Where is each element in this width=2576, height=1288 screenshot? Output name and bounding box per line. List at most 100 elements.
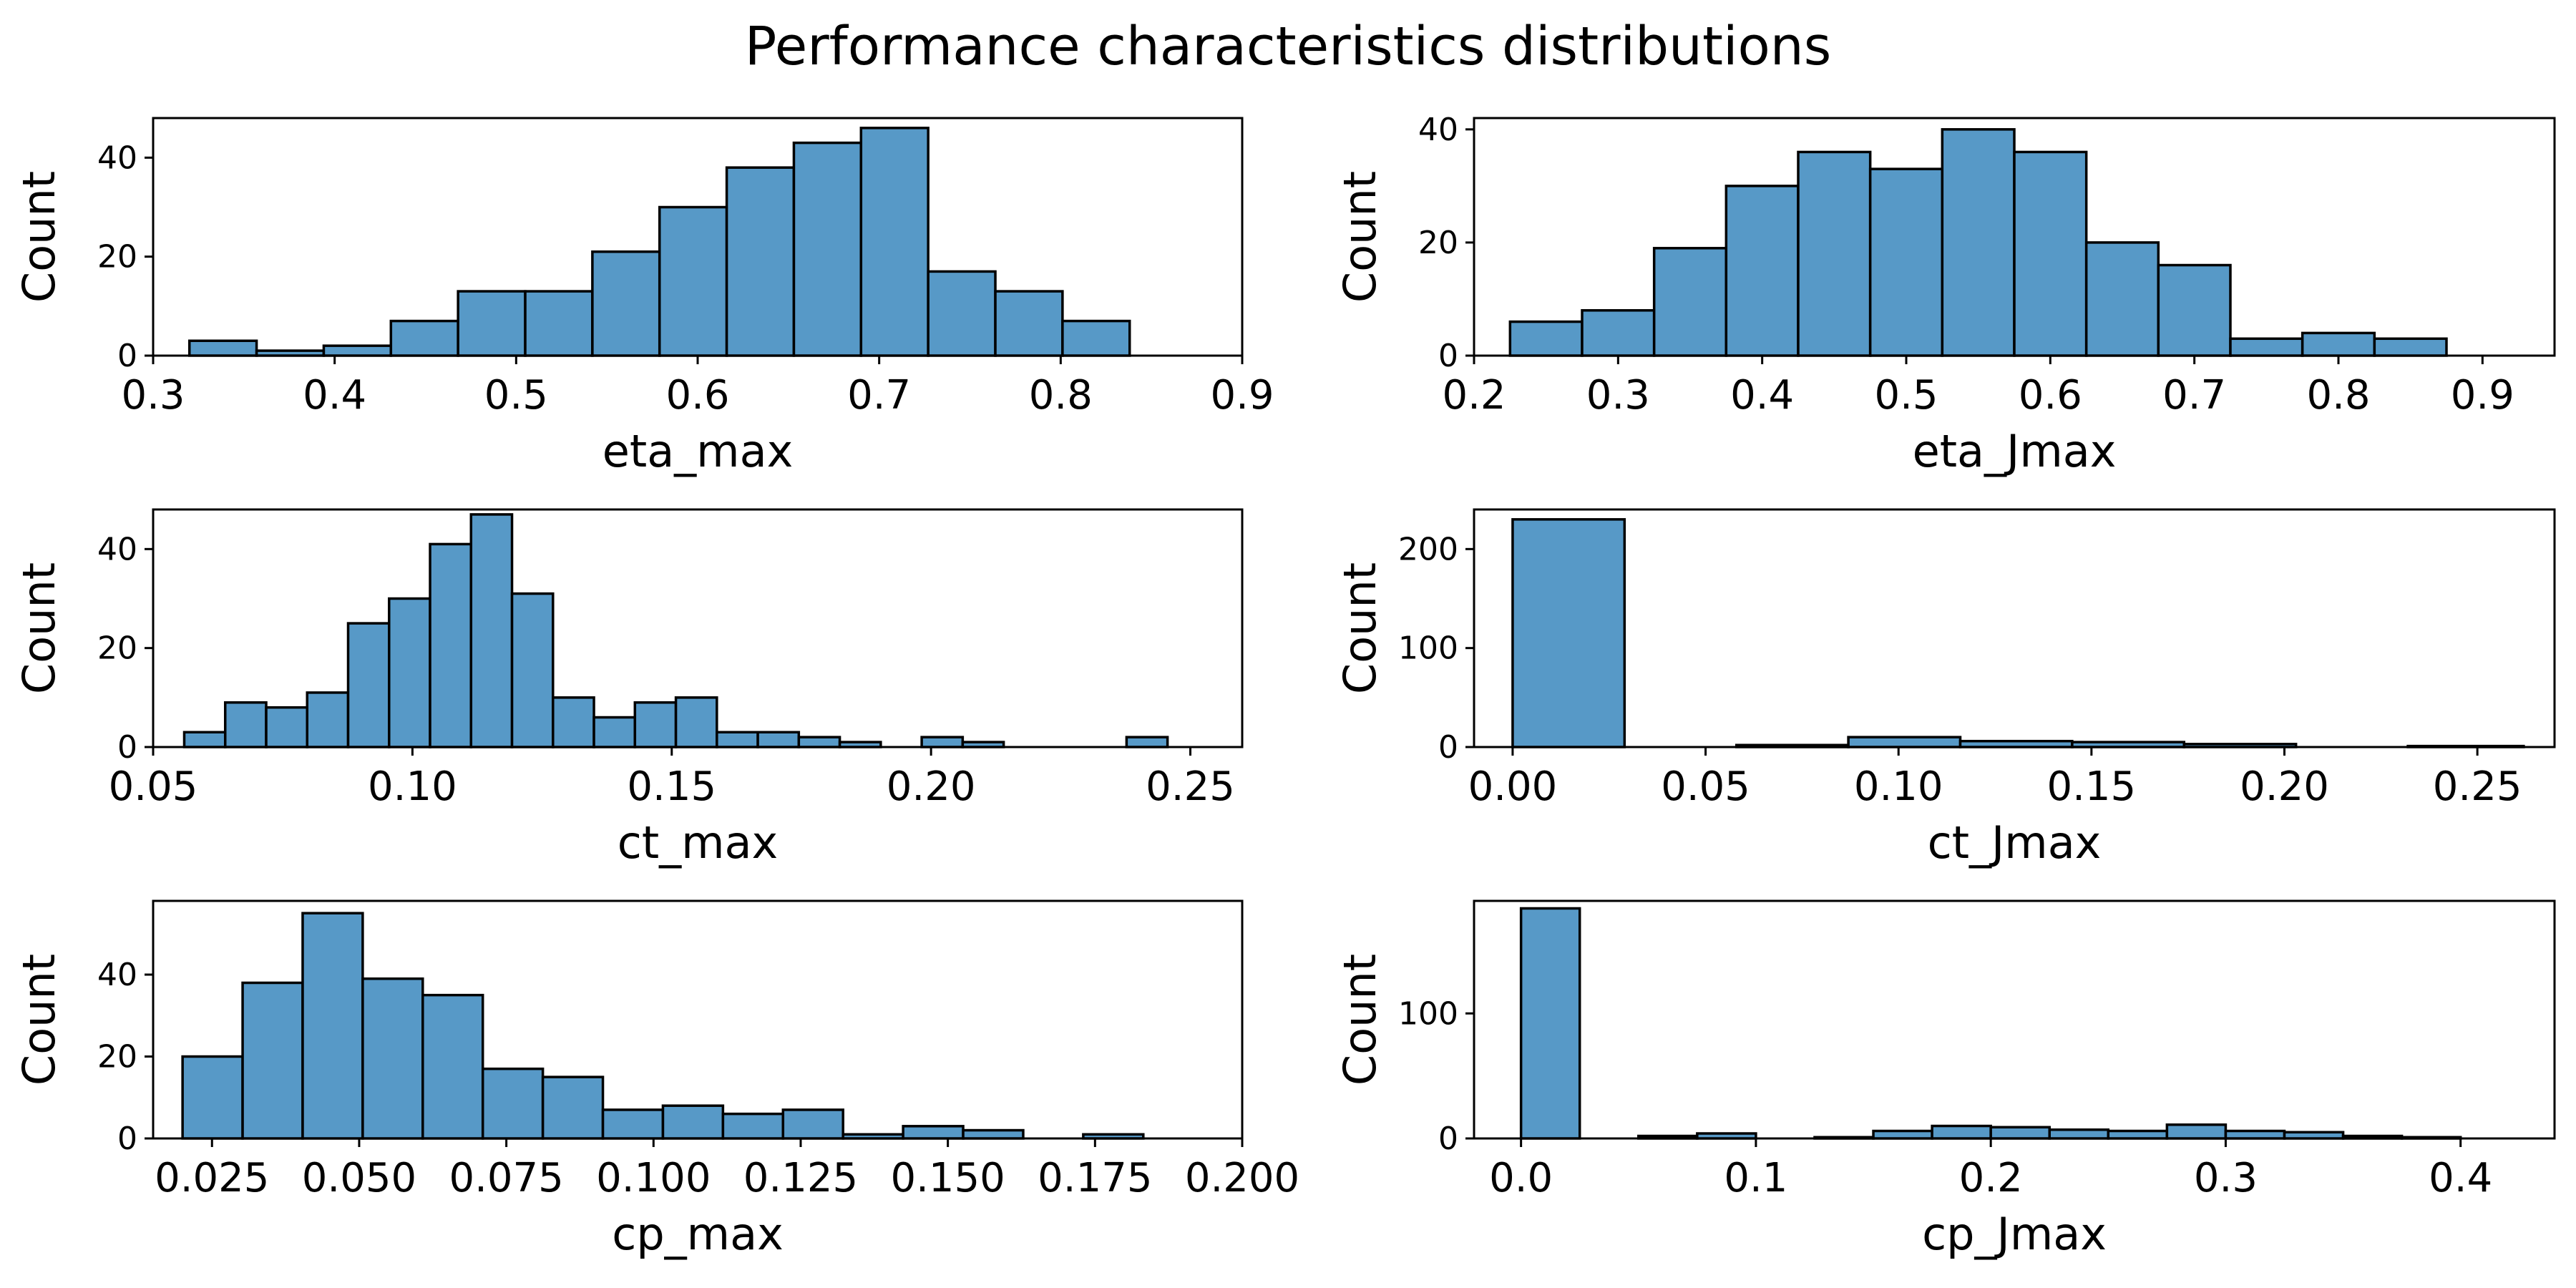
x-tick-label: 0.3: [2194, 1155, 2258, 1201]
x-tick-label: 0.4: [2429, 1155, 2492, 1201]
subplot-cp-max: 0.025 0.050 0.075 0.100 0.125 0.150 0.175 0.200…: [13, 899, 1299, 1260]
y-tick-label: 40: [97, 140, 137, 176]
y-tick-label: 40: [97, 531, 137, 567]
histogram-bar: [346, 622, 391, 748]
x-tick-label: 0.8: [2306, 372, 2370, 419]
x-tick-label: 0.3: [121, 372, 185, 419]
x-axis-label: ct_Jmax: [1928, 816, 2102, 869]
figure-title: Performance characteristics distribution…: [745, 16, 1832, 77]
y-axis-label: Count: [1334, 171, 1386, 303]
histogram-bar: [182, 731, 227, 748]
x-tick-label: 0.00: [1468, 763, 1558, 810]
x-tick-label: 0.175: [1038, 1155, 1152, 1201]
x-tick-label: 0.10: [1854, 763, 1943, 810]
x-tick-label: 0.8: [1029, 372, 1093, 419]
y-tick-label: 200: [1398, 531, 1458, 567]
y-tick-label: 100: [1398, 630, 1458, 667]
x-tick-label: 0.6: [2019, 372, 2082, 419]
histogram-bar: [541, 1075, 605, 1140]
y-tick-label: 0: [117, 338, 137, 374]
histogram-bar: [1061, 319, 1131, 357]
x-axis-label: cp_max: [612, 1208, 784, 1260]
histogram-bar: [2013, 150, 2088, 357]
histogram-bar: [2301, 331, 2376, 357]
x-tick-label: 0.075: [449, 1155, 563, 1201]
histogram-bar: [927, 270, 997, 357]
histogram-bar: [1872, 1129, 1933, 1140]
histogram-bar: [781, 1108, 844, 1140]
axes-frame: [1473, 899, 2556, 1140]
histogram-bar: [797, 736, 841, 748]
histogram-bar: [187, 339, 258, 357]
histogram-bar: [524, 290, 594, 357]
histogram-bar: [1797, 150, 1872, 357]
histogram-bar: [1652, 247, 1728, 357]
histogram-bar: [1519, 907, 1581, 1140]
y-axis-label: Count: [1334, 562, 1386, 694]
histogram-bar: [721, 1112, 785, 1140]
subplot-eta-Jmax: 0.2 0.3 0.4 0.5 0.6 0.7 0.8 0.9 0 20 40 eta_Jmax Cou…: [1334, 112, 2556, 477]
histogram-bar: [1989, 1126, 2051, 1140]
y-tick-label: 20: [97, 630, 137, 667]
histogram-bar: [716, 731, 759, 748]
histogram-bar: [1724, 185, 1800, 357]
histogram-bar: [859, 127, 930, 357]
x-tick-label: 0.7: [2162, 372, 2226, 419]
histogram-bar: [388, 597, 431, 748]
y-tick-label: 100: [1398, 995, 1458, 1032]
histogram-bar: [181, 1055, 244, 1140]
x-tick-label: 0.4: [303, 372, 366, 419]
histogram-bar: [601, 1108, 665, 1140]
x-tick-label: 0.4: [1730, 372, 1794, 419]
axes-frame: [1473, 117, 2556, 357]
histogram-bar: [658, 205, 728, 357]
histogram-bar: [241, 981, 304, 1140]
x-tick-label: 0.3: [1586, 372, 1650, 419]
histogram-bar: [2048, 1128, 2110, 1140]
y-tick-label: 0: [1438, 729, 1458, 766]
subplot-ct-Jmax: 0.00 0.05 0.10 0.15 0.20 0.25 0 100 200 ct_Jmax Co…: [1334, 508, 2556, 869]
x-tick-label: 0.20: [887, 763, 976, 810]
axes-frame: [152, 508, 1244, 748]
y-tick-label: 0: [1438, 338, 1458, 374]
histogram-bar: [301, 912, 364, 1140]
x-tick-label: 0.15: [2047, 763, 2137, 810]
histogram-bar: [265, 706, 309, 748]
x-tick-label: 0.10: [368, 763, 457, 810]
histogram-bar: [1511, 518, 1626, 748]
x-axis-label: cp_Jmax: [1922, 1208, 2107, 1260]
histogram-bar: [469, 513, 514, 748]
histogram-bar: [1941, 128, 2016, 357]
histogram-bar: [1125, 736, 1169, 748]
x-tick-label: 0.15: [627, 763, 716, 810]
x-tick-label: 0.20: [2240, 763, 2329, 810]
histogram-bar: [421, 993, 484, 1140]
histogram-bar: [2165, 1123, 2228, 1140]
x-tick-label: 0.2: [1959, 1155, 2023, 1201]
histogram-bar: [591, 250, 661, 357]
histogram-bar: [633, 701, 678, 748]
x-tick-label: 0.125: [743, 1155, 858, 1201]
histogram-bar: [306, 691, 350, 748]
y-axis-label: Count: [13, 954, 65, 1085]
x-axis-label: eta_Jmax: [1913, 425, 2117, 477]
y-tick-label: 20: [1418, 225, 1458, 261]
axes-frame: [1473, 508, 2556, 748]
histogram-bar: [481, 1067, 545, 1140]
histogram-bar: [510, 592, 555, 748]
subplots: 0.3 0.4 0.5 0.6 0.7 0.8 0.902040eta_maxCount0.…: [13, 112, 2556, 1260]
y-tick-label: 20: [97, 239, 137, 275]
x-tick-label: 0.05: [1661, 763, 1750, 810]
subplot-eta-max: 0.3 0.4 0.5 0.6 0.7 0.8 0.9 0 20 40 eta_max Count: [13, 117, 1274, 477]
x-tick-label: 0.9: [1210, 372, 1274, 419]
x-tick-label: 0.25: [2433, 763, 2522, 810]
histogram-bar: [389, 319, 459, 357]
histogram-bar: [674, 696, 718, 748]
x-tick-label: 0.5: [1874, 372, 1938, 419]
histogram-bar: [552, 696, 595, 748]
y-tick-label: 0: [1438, 1121, 1458, 1157]
y-axis-label: Count: [13, 171, 65, 303]
x-tick-label: 0.5: [484, 372, 548, 419]
subplot-cp-Jmax: 0.0 0.1 0.2 0.3 0.4 0 100 cp_Jmax Count: [1334, 899, 2556, 1260]
